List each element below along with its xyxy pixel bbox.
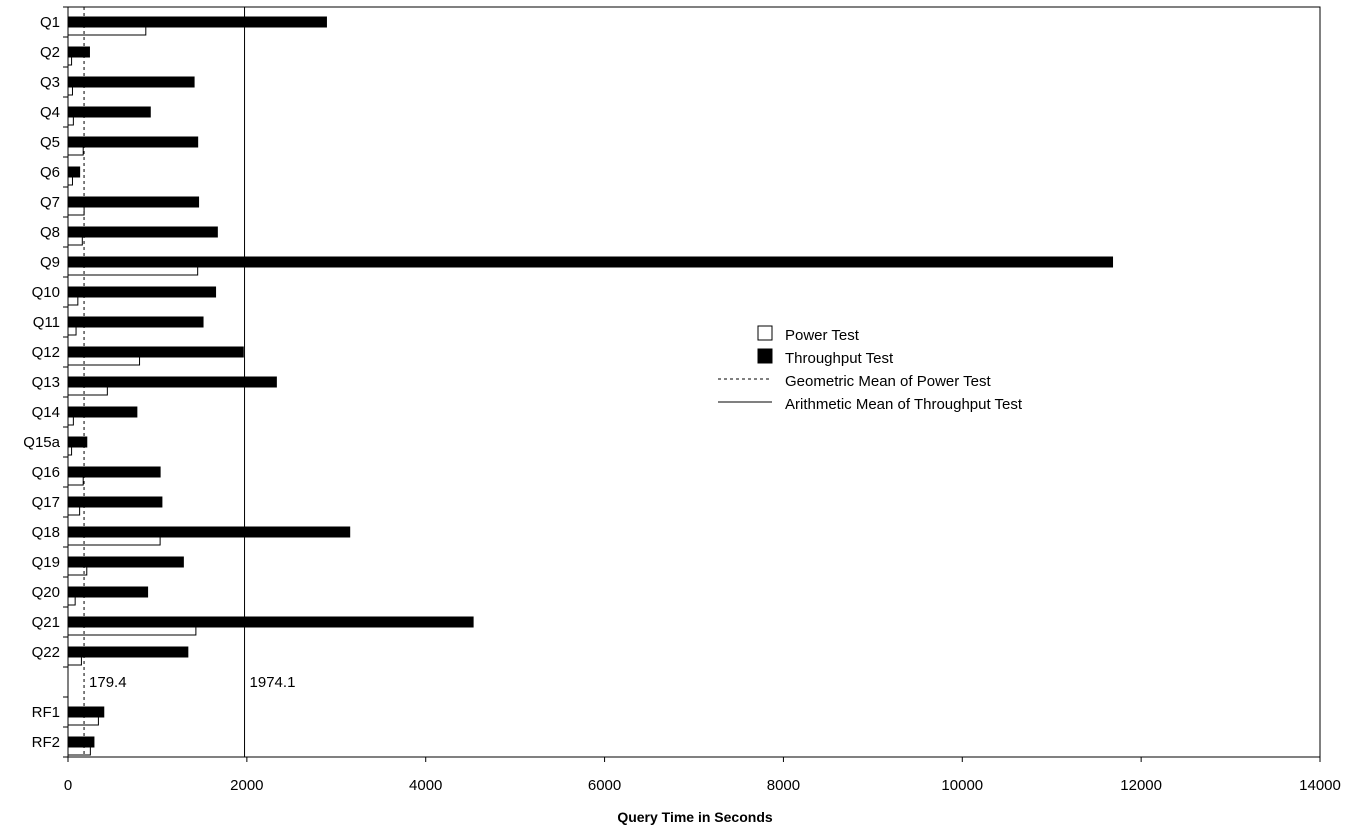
bar-throughput-Q2 bbox=[67, 46, 90, 58]
legend-label-arithmetic-mean: Arithmetic Mean of Throughput Test bbox=[785, 396, 1023, 413]
bar-throughput-Q22 bbox=[67, 646, 189, 658]
bar-throughput-Q10 bbox=[67, 286, 217, 298]
y-tick-label-Q20: Q20 bbox=[32, 584, 60, 601]
bar-power-Q16 bbox=[67, 476, 84, 486]
bar-power-Q6 bbox=[67, 176, 73, 186]
y-tick-label-Q6: Q6 bbox=[40, 164, 60, 181]
axes-layer: Q1 Q2 Q3 Q4 Q5 Q6 Q7 Q8 Q9 Q10 Q11 Q12 Q13 Q14 Q15a Q16… bbox=[23, 6, 1341, 794]
y-tick-label-Q22: Q22 bbox=[32, 644, 60, 661]
y-tick-label-Q1: Q1 bbox=[40, 14, 60, 31]
reference-lines-layer: 179.4 1974.1 bbox=[83, 7, 296, 757]
geometric-mean-label: 179.4 bbox=[89, 674, 127, 691]
bar-power-Q1 bbox=[67, 26, 147, 36]
y-tick-label-Q17: Q17 bbox=[32, 494, 60, 511]
x-axis-title: Query Time in Seconds bbox=[617, 809, 773, 825]
bar-power-Q2 bbox=[67, 56, 73, 66]
bar-throughput-Q18 bbox=[67, 526, 351, 538]
x-tick-label-10000: 10000 bbox=[941, 777, 983, 794]
y-tick-label-Q7: Q7 bbox=[40, 194, 60, 211]
y-tick-label-Q9: Q9 bbox=[40, 254, 60, 271]
bar-throughput-Q12 bbox=[67, 346, 244, 358]
bar-throughput-RF1 bbox=[67, 706, 105, 718]
bar-power-Q10 bbox=[67, 296, 79, 306]
y-tick-label-Q16: Q16 bbox=[32, 464, 60, 481]
bar-throughput-Q16 bbox=[67, 466, 161, 478]
bar-throughput-Q21 bbox=[67, 616, 474, 628]
x-tick-label-6000: 6000 bbox=[588, 777, 621, 794]
y-tick-label-RF2: RF2 bbox=[32, 734, 60, 751]
y-tick-label-Q21: Q21 bbox=[32, 614, 60, 631]
legend-label-throughput-test: Throughput Test bbox=[785, 350, 894, 367]
bar-throughput-Q9 bbox=[67, 256, 1114, 268]
bar-power-Q7 bbox=[67, 206, 85, 216]
legend-label-power-test: Power Test bbox=[785, 327, 860, 344]
bar-throughput-RF2 bbox=[67, 736, 95, 748]
bar-throughput-Q7 bbox=[67, 196, 200, 208]
bar-throughput-Q8 bbox=[67, 226, 218, 238]
bar-power-Q9 bbox=[67, 266, 199, 276]
x-tick-label-0: 0 bbox=[64, 777, 72, 794]
y-tick-label-Q15a: Q15a bbox=[23, 434, 60, 451]
bar-throughput-Q13 bbox=[67, 376, 277, 388]
legend-label-geometric-mean: Geometric Mean of Power Test bbox=[785, 373, 991, 390]
x-tick-label-4000: 4000 bbox=[409, 777, 442, 794]
bar-throughput-Q20 bbox=[67, 586, 149, 598]
x-tick-label-12000: 12000 bbox=[1120, 777, 1162, 794]
legend-swatch-power-test bbox=[757, 325, 773, 341]
bar-throughput-Q19 bbox=[67, 556, 184, 568]
y-tick-label-Q14: Q14 bbox=[32, 404, 60, 421]
bar-throughput-Q11 bbox=[67, 316, 204, 328]
y-tick-label-Q5: Q5 bbox=[40, 134, 60, 151]
bar-power-Q22 bbox=[67, 656, 82, 666]
y-tick-label-Q12: Q12 bbox=[32, 344, 60, 361]
x-tick-label-8000: 8000 bbox=[767, 777, 800, 794]
x-tick-label-2000: 2000 bbox=[230, 777, 263, 794]
bars-layer bbox=[67, 16, 1114, 756]
bar-throughput-Q4 bbox=[67, 106, 151, 118]
y-tick-label-RF1: RF1 bbox=[32, 704, 60, 721]
y-tick-label-Q4: Q4 bbox=[40, 104, 60, 121]
bar-power-Q8 bbox=[67, 236, 83, 246]
bar-power-RF2 bbox=[67, 746, 91, 756]
y-tick-label-Q18: Q18 bbox=[32, 524, 60, 541]
bar-throughput-Q3 bbox=[67, 76, 195, 88]
bar-power-Q14 bbox=[67, 416, 74, 426]
bar-throughput-Q6 bbox=[67, 166, 81, 178]
bar-power-Q17 bbox=[67, 506, 81, 516]
bar-power-Q18 bbox=[67, 536, 161, 546]
bar-power-Q3 bbox=[67, 86, 73, 96]
bar-power-Q12 bbox=[67, 356, 141, 366]
bar-power-Q4 bbox=[67, 116, 74, 126]
y-tick-label-Q11: Q11 bbox=[33, 314, 60, 331]
bar-power-Q15a bbox=[67, 446, 73, 456]
y-tick-label-Q2: Q2 bbox=[40, 44, 60, 61]
bar-throughput-Q1 bbox=[67, 16, 327, 28]
y-tick-label-Q8: Q8 bbox=[40, 224, 60, 241]
arithmetic-mean-label: 1974.1 bbox=[250, 674, 296, 691]
bar-power-Q21 bbox=[67, 626, 197, 636]
legend: Power Test Throughput Test Geometric Mean … bbox=[718, 325, 1023, 413]
y-tick-label-Q19: Q19 bbox=[32, 554, 60, 571]
bar-throughput-Q17 bbox=[67, 496, 163, 508]
bar-power-Q13 bbox=[67, 386, 108, 396]
bar-power-Q5 bbox=[67, 146, 84, 156]
bar-power-RF1 bbox=[67, 716, 99, 726]
y-tick-label-Q13: Q13 bbox=[32, 374, 60, 391]
y-tick-label-Q10: Q10 bbox=[32, 284, 60, 301]
legend-swatch-throughput-test bbox=[757, 348, 773, 364]
bar-throughput-Q5 bbox=[67, 136, 199, 148]
bar-power-Q11 bbox=[67, 326, 77, 336]
plot-frame bbox=[67, 6, 1321, 758]
y-tick-label-Q3: Q3 bbox=[40, 74, 60, 91]
x-tick-label-14000: 14000 bbox=[1299, 777, 1341, 794]
bar-throughput-Q14 bbox=[67, 406, 138, 418]
bar-power-Q20 bbox=[67, 596, 76, 606]
